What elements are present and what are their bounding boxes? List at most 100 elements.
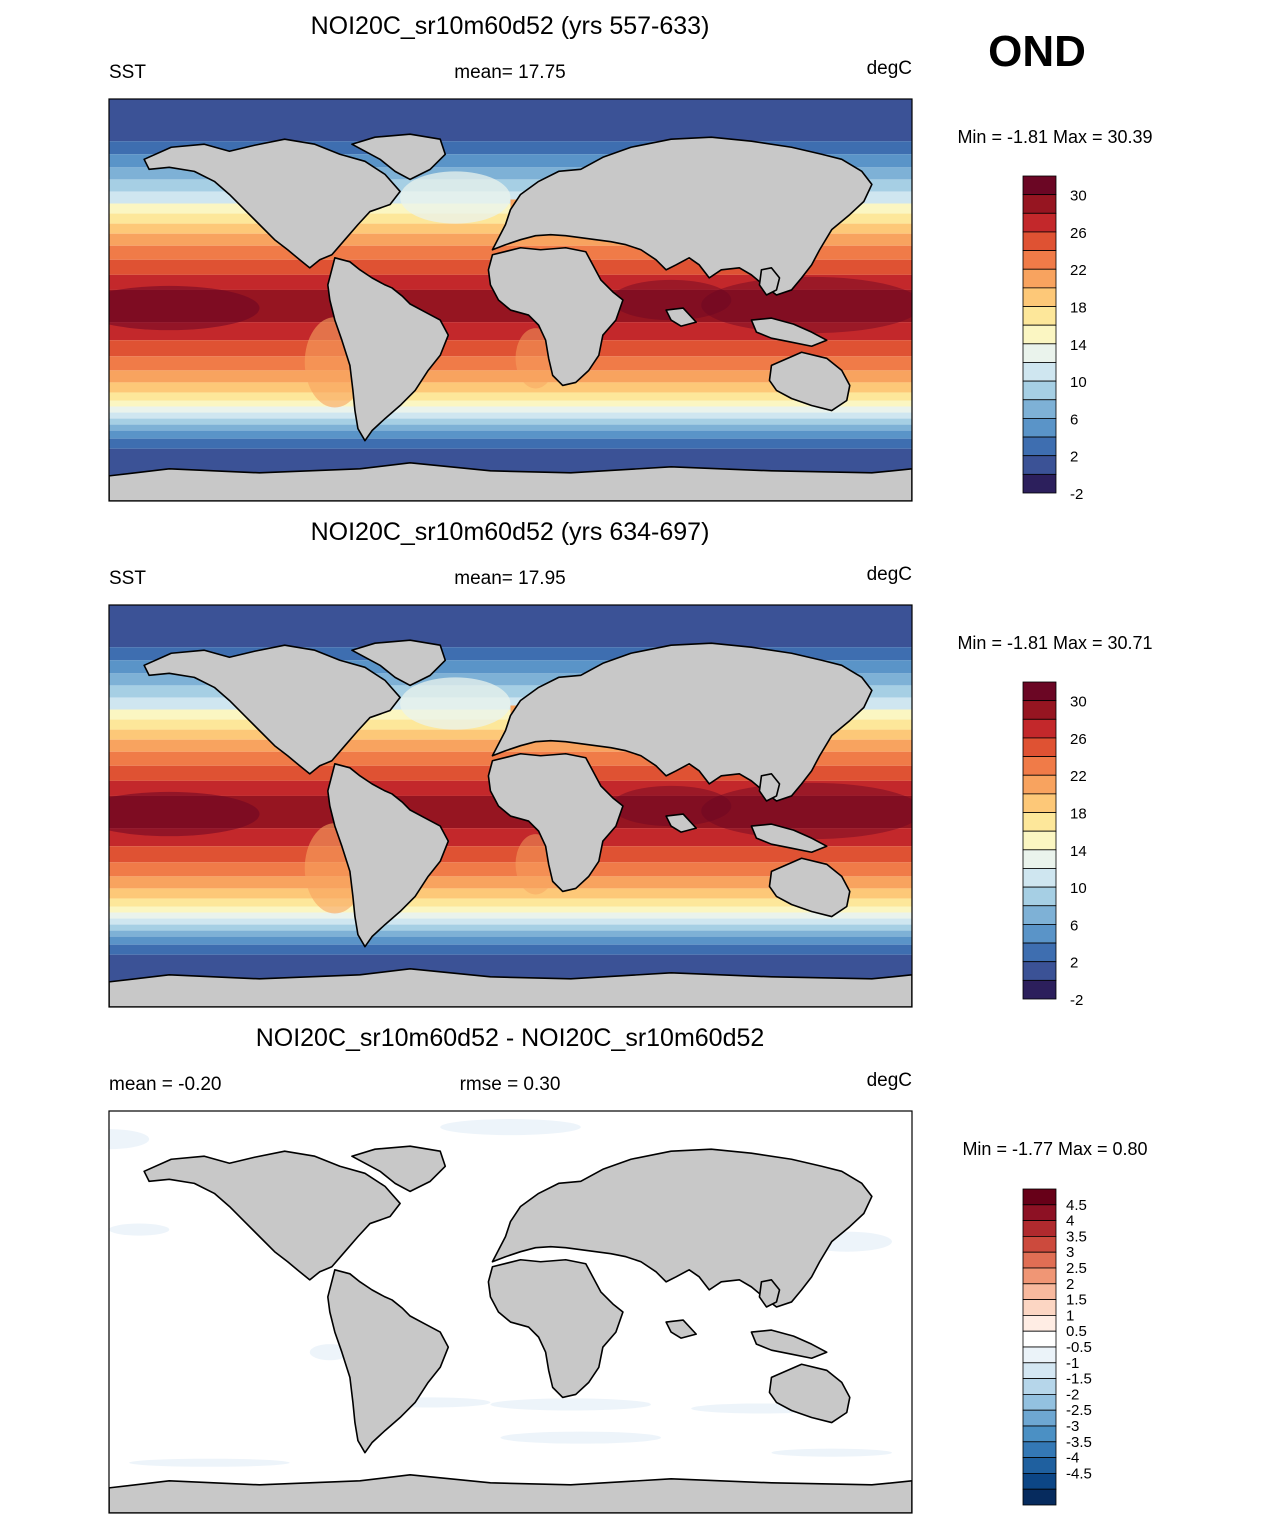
colorbar-swatch xyxy=(1022,250,1057,270)
colorbar-swatch xyxy=(1022,812,1057,832)
colorbar-swatch xyxy=(1022,1299,1057,1316)
colorbar-tick-label: -2 xyxy=(1070,486,1083,503)
colorbar-tick-label: 2 xyxy=(1066,1276,1074,1293)
sst-band xyxy=(109,438,912,449)
colorbar: 4.543.532.521.510.5-0.5-1-1.5-2-2.5-3-3.… xyxy=(1022,1188,1092,1506)
map-frame xyxy=(108,1110,913,1514)
colorbar-tick-label: 3.5 xyxy=(1066,1228,1087,1245)
panel-minmax-label: Min = -1.81 Max = 30.71 xyxy=(957,633,1152,653)
colorbar-tick-label: 10 xyxy=(1070,374,1087,391)
panel-units-label: degC xyxy=(867,1070,912,1091)
diff-anomaly-patch xyxy=(490,1398,652,1411)
colorbar-swatch xyxy=(1022,1457,1057,1474)
colorbar-swatch xyxy=(1022,1330,1057,1348)
diff-anomaly-patch xyxy=(109,1223,170,1236)
warm-pool-indian xyxy=(610,279,732,321)
colorbar-swatch xyxy=(1022,961,1057,981)
colorbar-tick-label: -3 xyxy=(1066,1418,1079,1435)
colorbar-swatch xyxy=(1022,1441,1057,1459)
colorbar-tick-label: 1 xyxy=(1066,1307,1074,1324)
warm-pool-east-pacific xyxy=(109,791,260,837)
colorbar-swatch xyxy=(1022,1251,1057,1269)
colorbar-swatch xyxy=(1022,1267,1057,1285)
colorbar-swatch xyxy=(1022,1346,1057,1364)
colorbar-swatch xyxy=(1022,774,1057,795)
sst-band xyxy=(109,424,912,431)
panel-center-label: rmse = 0.30 xyxy=(460,1074,561,1095)
colorbar-swatch xyxy=(1022,212,1057,233)
colorbar-tick-label: 6 xyxy=(1070,917,1078,934)
colorbar-swatch xyxy=(1022,718,1057,739)
colorbar-tick-label: 2 xyxy=(1070,955,1078,972)
colorbar-swatch xyxy=(1022,905,1057,925)
sst-band xyxy=(109,930,912,937)
colorbar-tick-label: 14 xyxy=(1070,337,1087,354)
colorbar-swatch xyxy=(1022,793,1057,813)
panel-left-label: SST xyxy=(109,62,146,83)
colorbar-tick-label: -2 xyxy=(1066,1386,1079,1403)
colorbar-tick-label: 30 xyxy=(1070,694,1087,711)
colorbar-tick-label: 1.5 xyxy=(1066,1292,1087,1309)
colorbar-swatch xyxy=(1022,436,1057,457)
panel-left-label: mean = -0.20 xyxy=(109,1074,222,1095)
colorbar-swatch xyxy=(1022,473,1057,494)
colorbar-swatch xyxy=(1022,1425,1057,1443)
warm-pool-indian xyxy=(610,785,732,827)
colorbar-tick-label: -4 xyxy=(1066,1450,1079,1467)
colorbar-swatch xyxy=(1022,979,1057,1000)
sst-band xyxy=(109,924,912,931)
colorbar-swatch xyxy=(1022,399,1057,419)
panel-2: NOI20C_sr10m60d52 (yrs 634-697) SST mean= … xyxy=(108,518,1153,1009)
sst-band xyxy=(109,906,912,913)
warm-pool-east-pacific xyxy=(109,285,260,331)
colorbar-swatch xyxy=(1022,681,1057,702)
map-frame xyxy=(108,98,913,502)
sst-band xyxy=(109,918,912,925)
diff-anomaly-patch xyxy=(129,1458,290,1467)
colorbar-swatch xyxy=(1022,194,1057,214)
sst-band xyxy=(109,392,912,401)
colorbar-tick-label: 0.5 xyxy=(1066,1323,1087,1340)
colorbar-swatch xyxy=(1022,924,1057,944)
colorbar-swatch xyxy=(1022,756,1057,776)
sst-band xyxy=(109,944,912,955)
colorbar-tick-label: 3 xyxy=(1066,1244,1074,1261)
colorbar-swatch xyxy=(1022,287,1057,307)
colorbar-swatch xyxy=(1022,868,1057,888)
colorbar-swatch xyxy=(1022,1220,1057,1237)
panels: NOI20C_sr10m60d52 (yrs 557-633) SST mean= … xyxy=(108,12,1153,1514)
panel-1: NOI20C_sr10m60d52 (yrs 557-633) SST mean= … xyxy=(108,12,1153,503)
colorbar-tick-label: 6 xyxy=(1070,411,1078,428)
map-panel xyxy=(109,99,912,501)
panel-minmax-label: Min = -1.77 Max = 0.80 xyxy=(962,1139,1147,1159)
panel-title: NOI20C_sr10m60d52 (yrs 557-633) xyxy=(311,12,710,40)
colorbar-swatch xyxy=(1022,362,1057,382)
colorbar-tick-label: 10 xyxy=(1070,880,1087,897)
colorbar-tick-label: -4.5 xyxy=(1066,1465,1092,1482)
panel-minmax-label: Min = -1.81 Max = 30.39 xyxy=(957,127,1152,147)
panel-units-label: degC xyxy=(867,564,912,585)
sst-band xyxy=(109,605,912,648)
sst-band xyxy=(109,898,912,907)
sst-band xyxy=(109,382,912,393)
panel-title: NOI20C_sr10m60d52 (yrs 634-697) xyxy=(311,518,710,546)
sst-band xyxy=(109,406,912,413)
north-atlantic-drift xyxy=(400,171,511,224)
panel-center-label: mean= 17.95 xyxy=(454,568,565,589)
diff-anomaly-patch xyxy=(440,1119,581,1136)
colorbar-swatch xyxy=(1022,306,1057,326)
map-panel xyxy=(109,605,912,1007)
map-panel xyxy=(109,1111,912,1513)
colorbar-swatch xyxy=(1022,1488,1057,1506)
north-atlantic-drift xyxy=(400,677,511,730)
panel-units-label: degC xyxy=(867,58,912,79)
sst-band xyxy=(109,430,912,439)
colorbar-swatch xyxy=(1022,1188,1057,1206)
colorbar-swatch xyxy=(1022,455,1057,475)
sst-band xyxy=(109,888,912,899)
diff-anomaly-patch xyxy=(500,1431,662,1444)
colorbar-swatch xyxy=(1022,1473,1057,1490)
colorbar-swatch xyxy=(1022,1394,1057,1411)
colorbar-tick-label: 22 xyxy=(1070,768,1087,785)
